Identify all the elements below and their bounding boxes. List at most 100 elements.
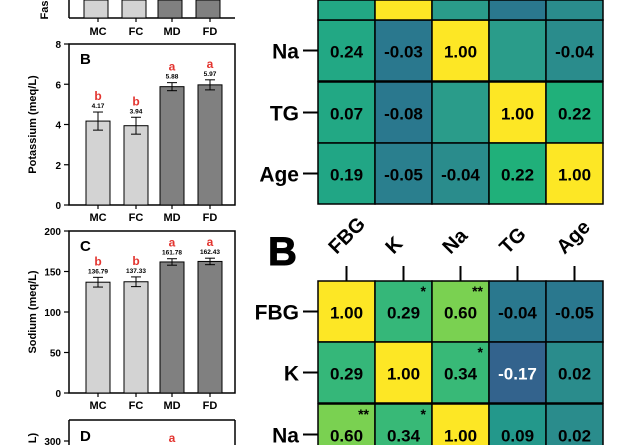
heatmap-cell [545,142,604,205]
cell-value: -0.05 [555,304,594,323]
heatmap-a: 0.24 -0.03 1.00 -0.04 Na 0.07 -0.08 1.00 0.22 TG 0… [259,0,604,205]
x-tick-label: MC [89,212,106,224]
data-label: 5.97 [204,71,217,78]
cell-value: 1.00 [387,365,420,384]
bar [83,0,109,19]
bar [123,281,149,394]
significance-letter: a [169,60,176,74]
significance-stars: * [478,344,484,360]
significance-letter: b [132,254,139,268]
bar [159,86,185,206]
data-label: 162.43 [200,249,220,256]
heatmap-cell [488,280,547,343]
bar [157,0,183,19]
cell-value: 0.02 [558,365,591,384]
significance-letter: a [207,57,214,71]
significance-letter: a [207,235,214,249]
x-tick-label: FD [203,400,218,412]
cell-value: 0.34 [387,427,421,445]
data-label: 4.17 [92,103,105,110]
y-axis-label: Potassium (meq/L) [27,75,39,174]
cell-value: 0.22 [558,105,591,124]
bar-panel-a: Fas MC FC MD FD [39,0,235,38]
cell-value: 0.29 [330,365,363,384]
y-tick-label: 2 [55,161,61,172]
heatmap-cell [317,341,376,404]
heatmap-cell [431,280,490,343]
row-label: Age [259,164,299,187]
bar [121,0,147,19]
x-tick-label: MD [163,212,180,224]
y-axis-label: Fas [39,1,51,20]
row-label: FBG [255,302,299,325]
panel-letter: C [80,238,91,255]
y-axis-label: Sodium (meq/L) [27,270,39,353]
significance-stars: * [421,406,427,422]
y-tick-label: 200 [44,227,61,238]
heatmap-cell [431,19,490,82]
bar [123,125,149,206]
heatmap-cell [317,403,376,445]
heatmap-cell [431,142,490,205]
cell-value: 1.00 [330,304,363,323]
heatmap-cell-cropped [317,0,376,21]
heatmap-b: 1.00 0.29 * 0.60 ** -0.04 -0.05 FBG 0.29 1.00 0.34… [255,213,604,445]
data-label: 3.94 [130,108,143,115]
heatmap-cell [431,81,490,144]
y-tick-label: 0 [55,201,61,212]
col-label: Age [552,216,594,258]
cell-value: 0.34 [444,365,478,384]
bar [197,260,223,394]
col-label: TG [495,223,530,258]
row-label: Na [272,41,299,64]
row-label: TG [270,103,299,126]
cell-value: 1.00 [444,43,477,62]
heatmap-cell [374,341,433,404]
bar [85,120,111,206]
heatmap-cell [431,341,490,404]
significance-letter: b [94,89,101,103]
heatmap-cell [545,81,604,144]
x-tick-label: MD [163,400,180,412]
significance-letter: b [94,254,101,268]
col-label: FBG [324,213,369,258]
cell-value: 1.00 [444,427,477,445]
cell-value: -0.04 [498,304,537,323]
cell-value: 0.09 [501,427,534,445]
y-tick-label: 150 [44,268,61,279]
data-label: 5.88 [166,74,179,81]
heatmap-cell [374,19,433,82]
cell-value: -0.04 [555,43,594,62]
heatmap-cell-cropped [431,0,490,21]
cell-value: 0.02 [558,427,591,445]
heatmap-cell [488,19,547,82]
panel-letter: D [80,428,91,445]
cell-value: 0.29 [387,304,420,323]
significance-stars: ** [358,406,369,422]
x-tick-label: FC [129,400,144,412]
heatmap-cell [545,19,604,82]
y-tick-label: 4 [55,121,61,132]
y-tick-label: 100 [44,308,61,319]
heatmap-cell [545,280,604,343]
bar [159,261,185,394]
heatmap-cell [545,403,604,445]
y-tick-label: 300 [44,437,61,445]
heatmap-cell [488,142,547,205]
y-axis-label: L) [27,432,39,443]
data-label: 137.33 [126,268,146,275]
cell-value: 0.24 [330,43,364,62]
cell-value: 0.60 [330,427,363,445]
cell-value: 0.19 [330,166,363,185]
x-tick-label: MD [163,26,180,38]
heatmap-cell [374,81,433,144]
heatmap-cell [488,81,547,144]
data-label: 161.78 [162,250,182,257]
significance-letter: a [169,236,176,250]
heatmap-cell-cropped [545,0,604,21]
cell-value: -0.05 [384,166,423,185]
